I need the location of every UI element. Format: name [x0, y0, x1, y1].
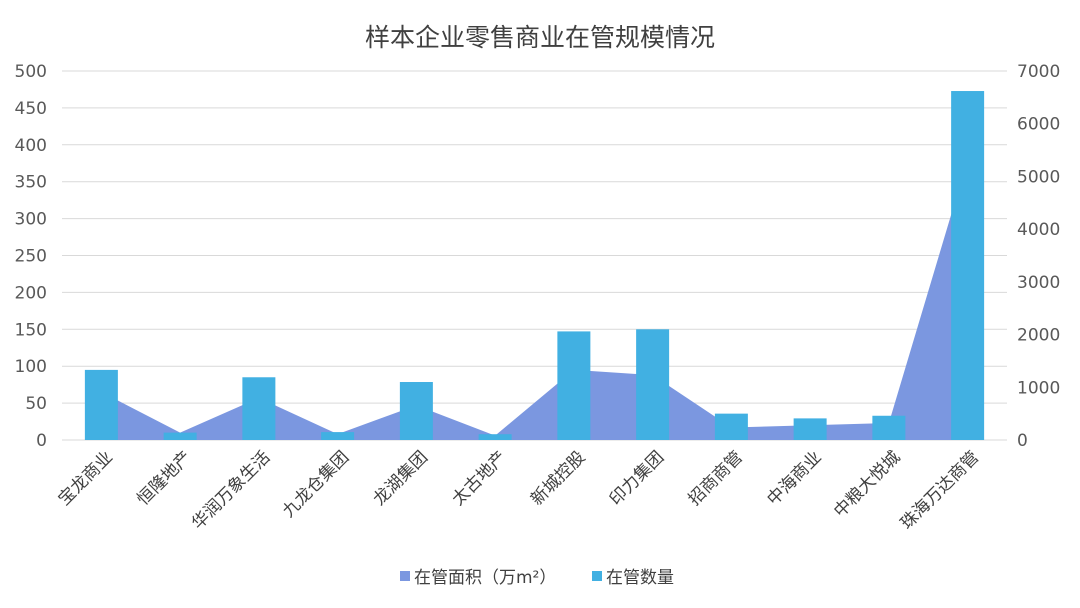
left-tick-label: 150: [15, 320, 47, 340]
bar: [951, 91, 985, 440]
bar: [557, 331, 591, 440]
category-label: 九龙仓集团: [279, 447, 353, 521]
category-label: 宝龙商业: [55, 447, 117, 509]
bar: [163, 432, 197, 440]
left-tick-label: 350: [15, 173, 47, 193]
legend-swatch-bar: [592, 571, 602, 581]
legend-label-area: 在管面积（万m²）: [414, 568, 556, 588]
left-tick-label: 100: [15, 357, 47, 377]
category-label: 龙湖集团: [370, 447, 432, 509]
right-tick-label: 6000: [1017, 115, 1060, 135]
bar: [714, 413, 748, 440]
left-tick-label: 250: [15, 247, 47, 267]
right-tick-label: 4000: [1017, 220, 1060, 240]
category-label: 印力集团: [606, 447, 668, 509]
right-tick-label: 7000: [1017, 62, 1060, 82]
right-tick-label: 3000: [1017, 273, 1060, 293]
category-label: 华润万象生活: [188, 447, 274, 533]
category-label: 恒隆地产: [133, 447, 195, 509]
area-series: [101, 159, 968, 440]
left-tick-label: 400: [15, 136, 47, 156]
left-axis: 0 50 100 150 200 250 300 350 400 450 500: [15, 62, 47, 451]
bar: [636, 329, 670, 440]
category-label: 新城控股: [527, 447, 589, 509]
right-axis: 0 1000 2000 3000 4000 5000 6000 7000: [1017, 62, 1060, 451]
category-label: 珠海万达商管: [897, 447, 983, 533]
legend-label-bar: 在管数量: [606, 568, 674, 588]
left-tick-label: 450: [15, 99, 47, 119]
area-path: [101, 159, 968, 440]
chart-title: 样本企业零售商业在管规模情况: [365, 23, 715, 52]
bar: [872, 415, 906, 440]
bar-series: [84, 91, 985, 440]
bar: [321, 432, 355, 440]
category-label: 太古地产: [448, 447, 510, 509]
bar: [84, 369, 118, 440]
right-tick-label: 0: [1017, 431, 1028, 451]
legend-swatch-area: [400, 571, 410, 581]
category-label: 中粮大悦城: [830, 447, 904, 521]
right-tick-label: 2000: [1017, 326, 1060, 346]
bar: [399, 382, 433, 440]
right-tick-label: 5000: [1017, 167, 1060, 187]
bar: [793, 418, 827, 440]
category-label: 中海商业: [763, 447, 825, 509]
left-tick-label: 0: [36, 431, 47, 451]
right-tick-label: 1000: [1017, 378, 1060, 398]
left-tick-label: 500: [15, 62, 47, 82]
gridlines: [62, 70, 1007, 441]
bar: [478, 434, 512, 440]
left-tick-label: 50: [25, 394, 47, 414]
legend: 在管面积（万m²） 在管数量: [400, 568, 674, 588]
left-tick-label: 200: [15, 283, 47, 303]
category-axis: 宝龙商业 恒隆地产华润万象生活 九龙仓集团 龙湖集团 太古地产 新城控股 印力集团 招商商管中…: [55, 447, 983, 533]
left-tick-label: 300: [15, 210, 47, 230]
bar: [242, 377, 276, 440]
category-label: 招商商管: [685, 447, 747, 509]
